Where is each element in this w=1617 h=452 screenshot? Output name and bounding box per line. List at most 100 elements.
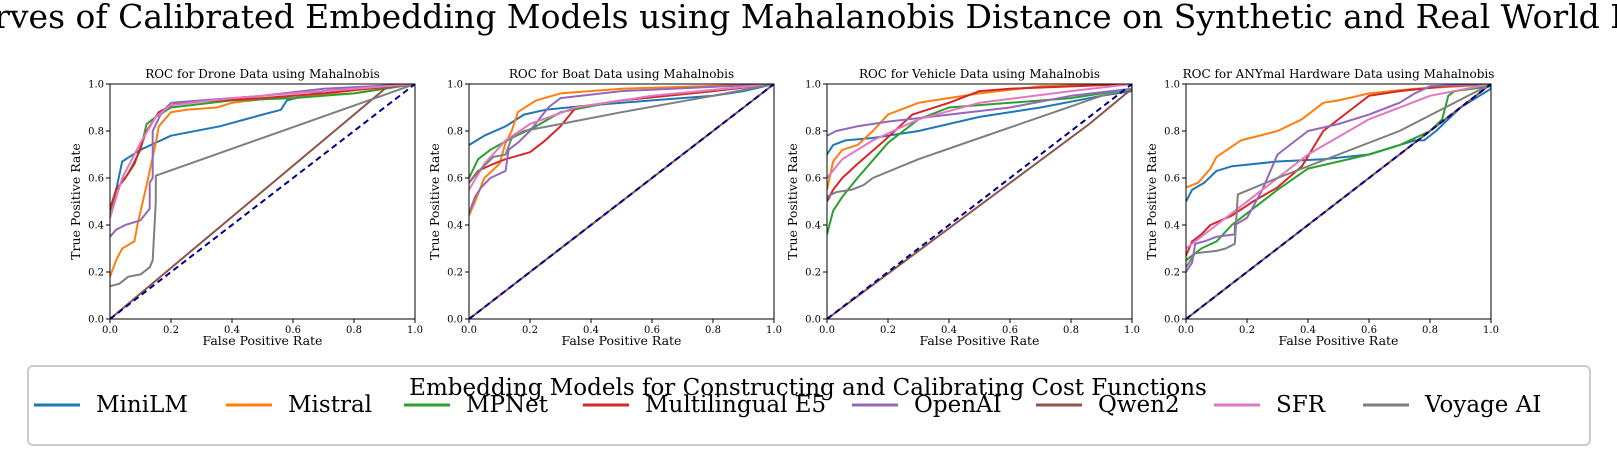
x-tick-label: 1.0 [766, 325, 782, 336]
x-tick-label: 0.8 [1422, 325, 1438, 336]
y-tick-label: 0.0 [447, 315, 463, 326]
y-tick-label: 0.8 [1164, 127, 1180, 138]
y-axis-label: True Positive Rate [427, 143, 442, 260]
y-axis-label: True Positive Rate [68, 143, 83, 260]
legend-entry-qwen2: Qwen2 [1036, 392, 1180, 418]
x-tick-label: 0.0 [102, 325, 118, 336]
x-tick-label: 0.0 [819, 325, 835, 336]
x-tick-label: 0.2 [880, 325, 896, 336]
x-tick-label: 0.8 [705, 325, 721, 336]
y-tick-label: 0.6 [88, 174, 104, 185]
legend-label: MiniLM [96, 392, 188, 418]
series-line-voyage-ai [1186, 84, 1491, 268]
legend-entries: MiniLM Mistral MPNet Multilingual E5 OpenAI Q… [34, 392, 1541, 418]
y-tick-label: 0.2 [88, 268, 104, 279]
y-tick-label: 0.6 [1164, 174, 1180, 185]
series-line-mistral [827, 84, 1132, 191]
y-tick-label: 0.4 [1164, 221, 1180, 232]
axes-frame [468, 83, 775, 320]
legend-label: MPNet [466, 392, 549, 418]
legend-label: Voyage AI [1424, 392, 1541, 418]
series-line-openai [827, 84, 1132, 137]
y-tick-label: 0.6 [447, 174, 463, 185]
series-line-voyage-ai [469, 84, 774, 184]
series-line-sfr [1186, 84, 1491, 250]
x-tick-label: 1.0 [407, 325, 423, 336]
y-tick-label: 0.2 [447, 268, 463, 279]
x-axis-label: False Positive Rate [203, 333, 323, 348]
chance-diagonal [827, 84, 1132, 319]
x-tick-label: 0.4 [941, 325, 957, 336]
y-tick-label: 1.0 [805, 80, 821, 91]
x-tick-label: 0.6 [644, 325, 660, 336]
x-tick-label: 0.4 [583, 325, 599, 336]
axes-frame [1185, 83, 1492, 320]
series-line-mistral [1186, 84, 1491, 189]
panel-title: ROC for Vehicle Data using Mahalnobis [859, 67, 1100, 81]
y-tick-label: 0.2 [805, 268, 821, 279]
legend-label: Qwen2 [1098, 392, 1180, 418]
legend-entry-multilingual-e5: Multilingual E5 [583, 392, 826, 418]
chance-diagonal [1186, 84, 1491, 319]
x-tick-label: 0.2 [522, 325, 538, 336]
legend-label: OpenAI [914, 392, 1002, 418]
y-tick-label: 0.4 [447, 221, 463, 232]
legend-entry-openai: OpenAI [852, 392, 1002, 418]
legend-entry-mpnet: MPNet [404, 392, 549, 418]
x-axis-label: False Positive Rate [1279, 333, 1399, 348]
y-tick-label: 0.6 [805, 174, 821, 185]
series-line-minilm [1186, 84, 1491, 202]
x-tick-label: 0.2 [1239, 325, 1255, 336]
x-tick-label: 0.2 [163, 325, 179, 336]
y-tick-label: 1.0 [1164, 80, 1180, 91]
series-line-openai [469, 84, 774, 214]
chance-diagonal [469, 84, 774, 319]
legend-entry-sfr: SFR [1214, 392, 1326, 418]
axes-frame [109, 83, 416, 320]
x-tick-label: 0.4 [224, 325, 240, 336]
series-line-voyage-ai [110, 84, 415, 288]
y-axis-label: True Positive Rate [785, 143, 800, 260]
series-line-minilm [827, 84, 1132, 156]
series-line-mpnet [469, 84, 774, 179]
series-line-sfr [110, 84, 415, 219]
x-tick-label: 0.6 [1361, 325, 1377, 336]
y-tick-label: 0.0 [1164, 315, 1180, 326]
legend-frame [27, 365, 1591, 446]
axes-frame [826, 83, 1133, 320]
chance-diagonal [110, 84, 415, 319]
x-axis-label: False Positive Rate [562, 333, 682, 348]
plot-area [110, 84, 415, 319]
legend-entry-voyage-ai: Voyage AI [1363, 392, 1541, 418]
y-tick-label: 0.8 [447, 127, 463, 138]
y-axis-label: True Positive Rate [1144, 143, 1159, 260]
x-tick-label: 1.0 [1483, 325, 1499, 336]
series-line-multilingual-e5 [1186, 84, 1491, 256]
y-tick-label: 1.0 [447, 80, 463, 91]
y-tick-label: 0.0 [88, 315, 104, 326]
legend-entry-mistral: Mistral [226, 392, 372, 418]
panel-title: ROC for ANYmal Hardware Data using Mahal… [1183, 67, 1495, 81]
roc-panel-3: ROC for Vehicle Data using Mahalnobis 0.0… [785, 67, 1140, 348]
panel-title: ROC for Boat Data using Mahalnobis [509, 67, 734, 81]
legend-label: Multilingual E5 [645, 392, 826, 418]
figure-title: ROC Curves of Calibrated Embedding Model… [0, 0, 1617, 36]
x-tick-label: 0.6 [285, 325, 301, 336]
x-tick-label: 0.4 [1300, 325, 1316, 336]
x-axis-label: False Positive Rate [920, 333, 1040, 348]
x-tick-label: 1.0 [1124, 325, 1140, 336]
series-line-mpnet [827, 84, 1132, 235]
series-line-mistral [469, 84, 774, 216]
legend-entry-minilm: MiniLM [34, 392, 188, 418]
roc-panel-2: ROC for Boat Data using Mahalnobis 0.00.0… [427, 67, 782, 348]
y-tick-label: 0.8 [88, 127, 104, 138]
y-tick-label: 0.4 [805, 221, 821, 232]
y-tick-label: 0.8 [805, 127, 821, 138]
x-tick-label: 0.8 [1063, 325, 1079, 336]
plot-area [827, 84, 1132, 319]
x-tick-label: 0.8 [346, 325, 362, 336]
series-line-qwen2 [827, 84, 1132, 319]
series-line-sfr [827, 84, 1132, 179]
series-line-openai [1186, 84, 1491, 273]
